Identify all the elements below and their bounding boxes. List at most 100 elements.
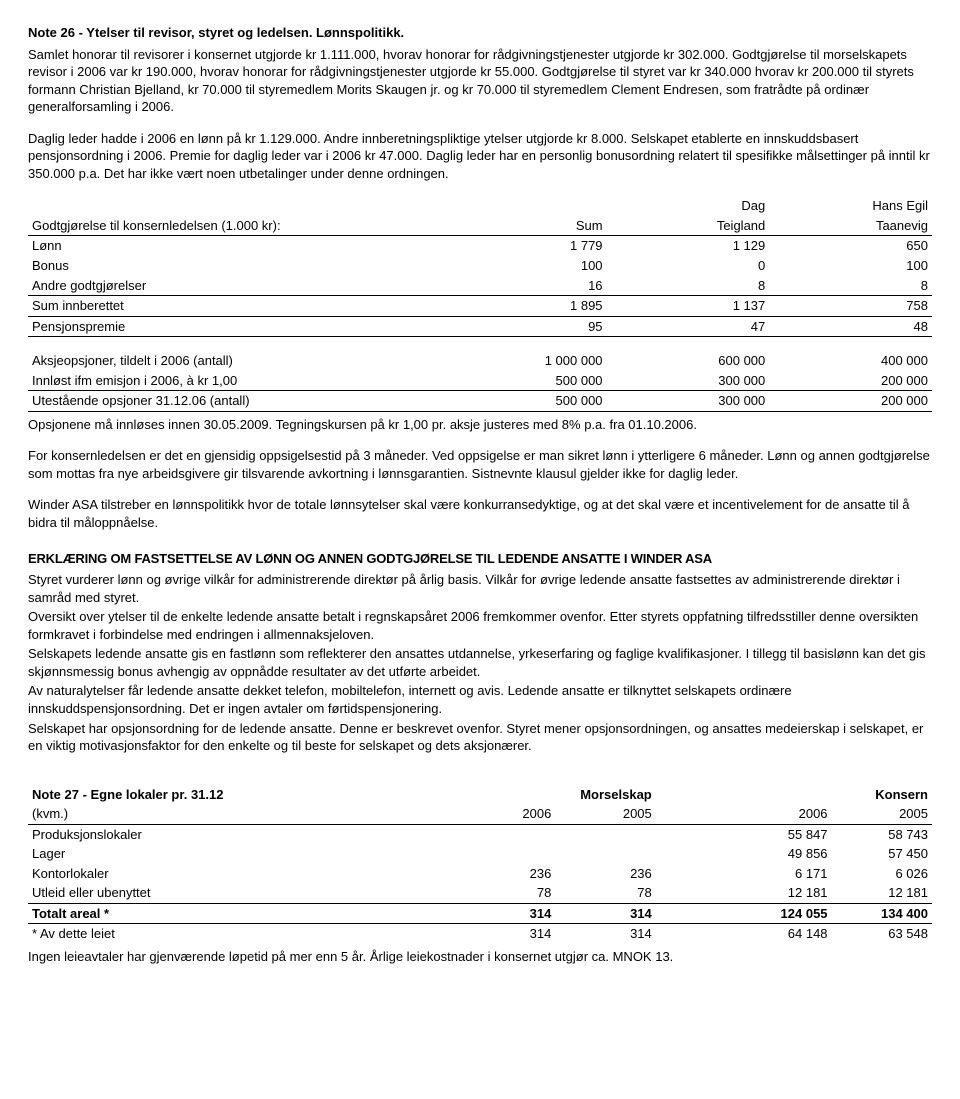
row-sum: 1 895 [444,296,607,317]
row-m2 [555,844,655,864]
note27-sub-m2: 314 [555,924,655,944]
note26-title: Note 26 - Ytelser til revisor, styret og… [28,24,932,42]
table-row: Utleid eller ubenyttet787812 18112 181 [28,883,932,903]
row-label: Innløst ifm emisjon i 2006, à kr 1,00 [28,371,444,391]
row-sum: 1 779 [444,236,607,256]
row-label: Utestående opsjoner 31.12.06 (antall) [28,391,444,412]
row-c2: 600 000 [607,351,770,371]
note27-sub-label: * Av dette leiet [28,924,455,944]
note27-footer: Ingen leieavtaler har gjenværende løpeti… [28,948,932,966]
note26-para3: For konsernledelsen er det en gjensidig … [28,447,932,482]
row-k2: 57 450 [832,844,932,864]
table-row: Bonus1000100 [28,256,932,276]
erkl-p4: Av naturalytelser får ledende ansatte de… [28,682,932,717]
row-teigland: 0 [607,256,770,276]
erkl-p5: Selskapet har opsjonsordning for de lede… [28,720,932,755]
row-taanevig: 100 [769,256,932,276]
row-c1: 1 000 000 [444,351,607,371]
erklaering-title: ERKLÆRING OM FASTSETTELSE AV LØNN OG ANN… [28,550,932,568]
note27-sub-m1: 314 [455,924,555,944]
row-label: Sum innberettet [28,296,444,317]
row-teigland: 1 137 [607,296,770,317]
table-row: Produksjonslokaler 55 84758 743 [28,824,932,844]
row-label: Produksjonslokaler [28,824,455,844]
note27-total-m2: 314 [555,903,655,924]
row-c1: 500 000 [444,371,607,391]
table-row: Andre godtgjørelser1688 [28,276,932,296]
row-sum: 95 [444,316,607,337]
note27-m-2006: 2006 [455,804,555,824]
note27-k-2006: 2006 [731,804,831,824]
row-label: Kontorlokaler [28,864,455,884]
row-k2: 12 181 [832,883,932,903]
row-label: Pensjonspremie [28,316,444,337]
compensation-table: Dag Hans Egil Godtgjørelse til konsernle… [28,196,932,337]
table-row: Aksjeopsjoner, tildelt i 2006 (antall)1 … [28,351,932,371]
row-teigland: 1 129 [607,236,770,256]
row-m1: 78 [455,883,555,903]
note27-konsern: Konsern [731,785,932,805]
row-teigland: 47 [607,316,770,337]
row-c1: 500 000 [444,391,607,412]
note27-sub-k1: 64 148 [731,924,831,944]
table-row: Lager 49 85657 450 [28,844,932,864]
row-label: Bonus [28,256,444,276]
col-hansegil-top: Hans Egil [769,196,932,216]
note26-para1: Samlet honorar til revisorer i konsernet… [28,46,932,116]
row-c2: 300 000 [607,371,770,391]
row-m2: 236 [555,864,655,884]
note27-total-k2: 134 400 [832,903,932,924]
note27-sub-k2: 63 548 [832,924,932,944]
note27-total-k1: 124 055 [731,903,831,924]
row-k2: 6 026 [832,864,932,884]
table-row: Kontorlokaler2362366 1716 026 [28,864,932,884]
table-row: Lønn1 7791 129650 [28,236,932,256]
erkl-p3: Selskapets ledende ansatte gis en fastlø… [28,645,932,680]
col-dag-top: Dag [607,196,770,216]
table-row: Sum innberettet1 8951 137758 [28,296,932,317]
row-teigland: 8 [607,276,770,296]
row-taanevig: 650 [769,236,932,256]
note27-k-2005: 2005 [832,804,932,824]
row-c2: 300 000 [607,391,770,412]
note27-title: Note 27 - Egne lokaler pr. 31.12 [28,785,455,805]
note27-total-label: Totalt areal * [28,903,455,924]
row-label: Utleid eller ubenyttet [28,883,455,903]
row-c3: 200 000 [769,391,932,412]
row-k2: 58 743 [832,824,932,844]
erkl-p1: Styret vurderer lønn og øvrige vilkår fo… [28,571,932,606]
row-sum: 16 [444,276,607,296]
row-label: Lager [28,844,455,864]
table-row: Innløst ifm emisjon i 2006, à kr 1,00500… [28,371,932,391]
col-teigland: Teigland [607,216,770,236]
row-c3: 400 000 [769,351,932,371]
row-label: Andre godtgjørelser [28,276,444,296]
row-taanevig: 758 [769,296,932,317]
row-k1: 12 181 [731,883,831,903]
table-row: Pensjonspremie954748 [28,316,932,337]
note27-mor-label: Morselskap [580,787,652,802]
row-m1 [455,844,555,864]
col-sum: Sum [444,216,607,236]
note27-kon-label: Konsern [875,787,928,802]
note27-unit: (kvm.) [28,804,455,824]
row-k1: 55 847 [731,824,831,844]
row-m2 [555,824,655,844]
row-m2: 78 [555,883,655,903]
row-taanevig: 8 [769,276,932,296]
row-label: Lønn [28,236,444,256]
row-taanevig: 48 [769,316,932,337]
note26-para2: Daglig leder hadde i 2006 en lønn på kr … [28,130,932,183]
row-sum: 100 [444,256,607,276]
row-m1: 236 [455,864,555,884]
note26-para4: Winder ASA tilstreber en lønnspolitikk h… [28,496,932,531]
note27-morselskap: Morselskap [455,785,656,805]
note27-m-2005: 2005 [555,804,655,824]
col-taanevig: Taanevig [769,216,932,236]
row-label: Aksjeopsjoner, tildelt i 2006 (antall) [28,351,444,371]
row-m1 [455,824,555,844]
row-k1: 49 856 [731,844,831,864]
comp-header-label: Godtgjørelse til konsernledelsen (1.000 … [28,216,444,236]
options-note: Opsjonene må innløses innen 30.05.2009. … [28,416,932,434]
row-k1: 6 171 [731,864,831,884]
